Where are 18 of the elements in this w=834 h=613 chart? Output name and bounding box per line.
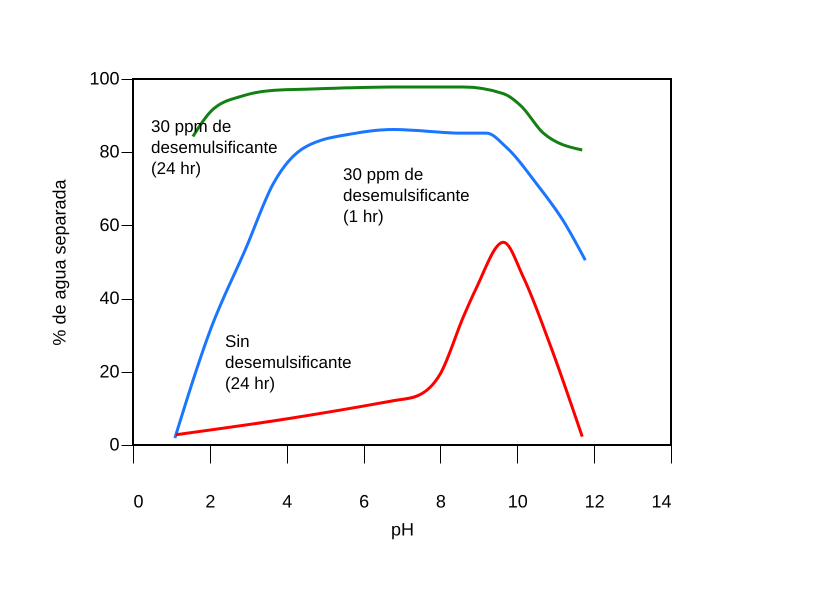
annotation: Sin desemulsificante (24 hr) bbox=[225, 332, 352, 393]
x-axis-title: pH bbox=[390, 520, 414, 540]
y-tick-label: 60 bbox=[99, 214, 120, 235]
x-tick-label: 10 bbox=[508, 492, 528, 512]
annotation: 30 ppm de desemulsificante (1 hr) bbox=[343, 165, 470, 226]
y-tick-label: 40 bbox=[99, 288, 120, 308]
x-tick-label: 6 bbox=[359, 492, 370, 512]
x-tick-label: 4 bbox=[282, 492, 292, 512]
y-axis-title: % de agua separada bbox=[49, 178, 70, 346]
x-tick-label: 14 bbox=[651, 492, 672, 512]
y-tick-label: 100 bbox=[89, 68, 120, 88]
x-tick-label: 0 bbox=[134, 492, 144, 512]
y-tick-label: 0 bbox=[109, 434, 120, 454]
x-tick-label: 12 bbox=[584, 492, 605, 512]
y-tick-label: 80 bbox=[99, 142, 120, 162]
x-tick-label: 2 bbox=[205, 492, 216, 512]
x-tick-label: 8 bbox=[436, 492, 446, 512]
y-tick-label: 20 bbox=[99, 361, 120, 382]
